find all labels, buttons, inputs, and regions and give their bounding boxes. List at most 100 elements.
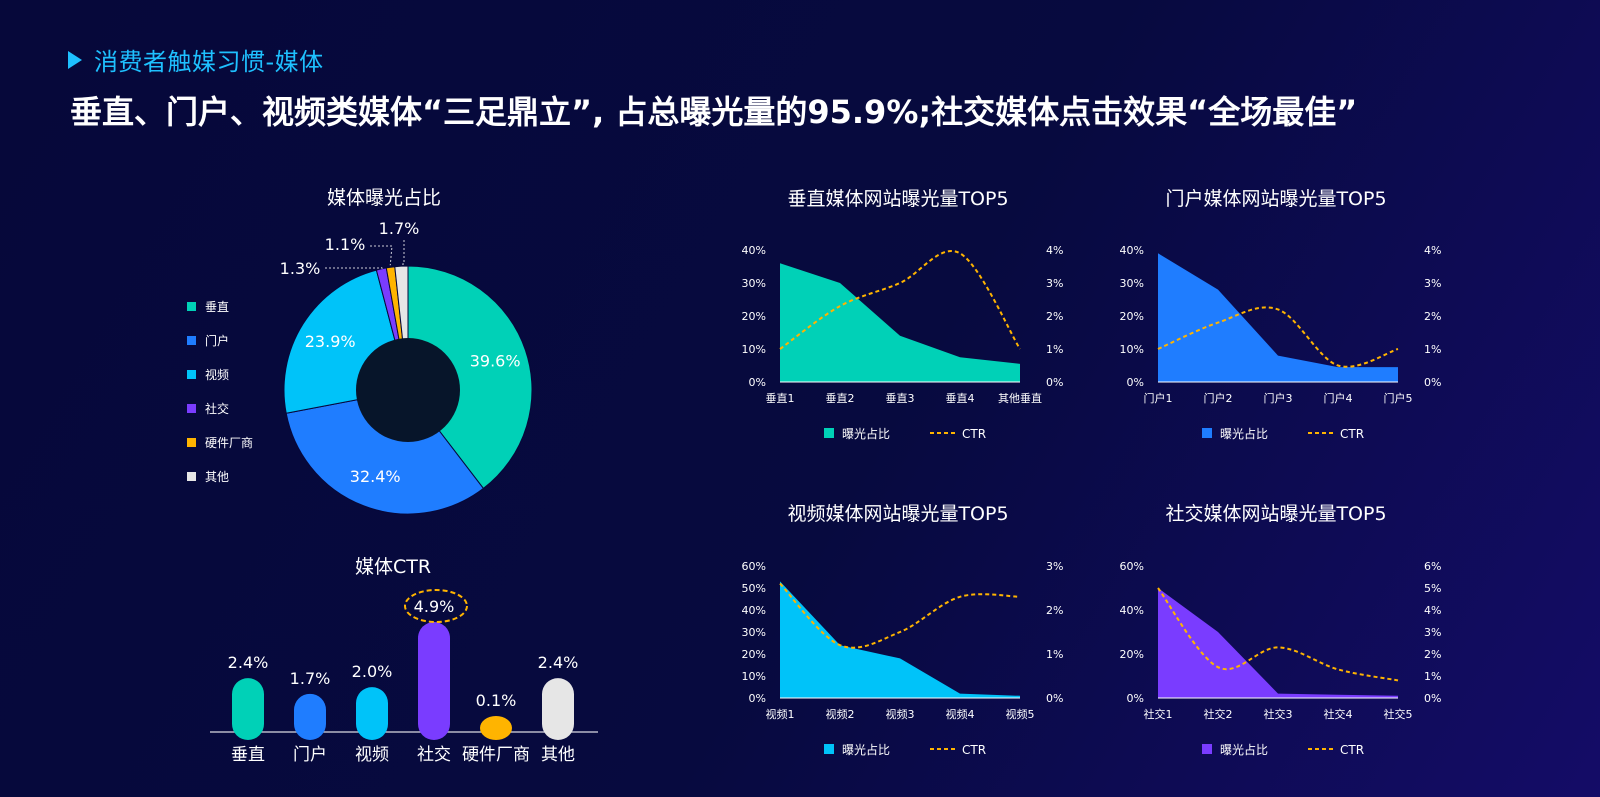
y-right-tick: 3%: [1424, 277, 1441, 290]
y-right-tick: 4%: [1424, 604, 1441, 617]
y-right-tick: 0%: [1424, 376, 1441, 389]
y-left-tick: 30%: [742, 626, 766, 639]
donut-leader-其他: [401, 240, 405, 265]
x-tick-门户3: 门户3: [1264, 391, 1293, 405]
y-left-tick: 10%: [742, 670, 766, 683]
donut-label-社交: 1.3%: [280, 259, 321, 278]
y-right-tick: 4%: [1424, 244, 1441, 257]
x-tick-门户5: 门户5: [1384, 391, 1413, 405]
x-tick-社交4: 社交4: [1324, 707, 1353, 721]
y-left-tick: 20%: [742, 648, 766, 661]
ctr-value-硬件厂商: 0.1%: [476, 691, 517, 710]
y-left-tick: 60%: [1120, 560, 1144, 573]
headline: 垂直、门户、视频类媒体“三足鼎立”, 占总曝光量的95.9%;社交媒体点击效果“…: [70, 93, 1358, 131]
donut-slice-垂直: [407, 265, 533, 490]
x-tick-垂直3: 垂直3: [886, 391, 915, 405]
ctr-bar-硬件厂商: [480, 716, 512, 740]
y-right-tick: 3%: [1046, 560, 1063, 573]
y-right-tick: 1%: [1046, 648, 1063, 661]
y-left-tick: 40%: [742, 244, 766, 257]
y-right-tick: 0%: [1046, 376, 1063, 389]
legend-line-label: CTR: [962, 427, 986, 441]
ctr-value-垂直: 2.4%: [228, 653, 269, 672]
legend-swatch-硬件厂商: [187, 438, 196, 447]
y-left-tick: 0%: [749, 376, 766, 389]
area-series-exposure: [780, 581, 1020, 698]
ctr-bar-垂直: [232, 678, 264, 740]
line-series-ctr: [779, 250, 1021, 350]
donut-slice-门户: [285, 389, 485, 515]
area-series-exposure: [780, 263, 1020, 382]
y-right-tick: 4%: [1046, 244, 1063, 257]
x-tick-垂直2: 垂直2: [826, 391, 855, 405]
ctr-bar-门户: [294, 693, 326, 740]
y-right-tick: 1%: [1424, 670, 1441, 683]
y-right-tick: 0%: [1046, 692, 1063, 705]
donut-label-视频: 23.9%: [305, 332, 356, 351]
legend-swatch-视频: [187, 370, 196, 379]
legend-line-label: CTR: [962, 743, 986, 757]
ctr-value-其他: 2.4%: [538, 653, 579, 672]
area-chart-2: 门户媒体网站曝光量TOP5 0% 10% 20% 30% 40% 0% 1% 2% 3% 4% 门户1…: [1120, 188, 1442, 441]
y-right-tick: 1%: [1424, 343, 1441, 356]
ctr-category-视频: 视频: [355, 745, 389, 765]
play-triangle-icon: [68, 50, 82, 69]
y-left-tick: 10%: [742, 343, 766, 356]
ctr-title: 媒体CTR: [355, 556, 431, 578]
y-right-tick: 3%: [1424, 626, 1441, 639]
ctr-bar-社交: [418, 622, 450, 740]
y-right-tick: 6%: [1424, 560, 1441, 573]
line-series-ctr: [1157, 306, 1399, 368]
x-tick-门户2: 门户2: [1204, 391, 1233, 405]
x-tick-社交2: 社交2: [1204, 707, 1233, 721]
ctr-value-视频: 2.0%: [352, 662, 393, 681]
line-series-ctr: [1157, 587, 1399, 682]
legend-line-label: CTR: [1340, 743, 1364, 757]
ctr-category-社交: 社交: [417, 745, 451, 765]
legend-area-label: 曝光占比: [1220, 426, 1268, 441]
legend-area-label: 曝光占比: [1220, 742, 1268, 757]
y-right-tick: 2%: [1424, 310, 1441, 323]
donut-chart: 媒体曝光占比 39.6% 32.4% 23.9% 1.3%1.1% 1.7% 垂直门户视频社…: [187, 187, 533, 515]
x-tick-视频5: 视频5: [1006, 707, 1035, 721]
legend-label-视频: 视频: [205, 367, 229, 382]
y-left-tick: 60%: [742, 560, 766, 573]
area-charts: 垂直媒体网站曝光量TOP5 0% 10% 20% 30% 40% 0% 1% 2% 3% 4% 垂直1…: [742, 188, 1442, 757]
y-left-tick: 20%: [742, 310, 766, 323]
y-right-tick: 2%: [1046, 604, 1063, 617]
x-tick-视频1: 视频1: [766, 707, 795, 721]
donut-hole: [356, 338, 460, 442]
ctr-category-其他: 其他: [541, 745, 575, 765]
legend-swatch-垂直: [187, 302, 196, 311]
y-right-tick: 2%: [1424, 648, 1441, 661]
donut-label-门户: 32.4%: [350, 467, 401, 486]
y-left-tick: 40%: [1120, 604, 1144, 617]
ctr-value-社交: 4.9%: [414, 597, 455, 616]
y-right-tick: 2%: [1046, 310, 1063, 323]
x-tick-社交1: 社交1: [1144, 707, 1173, 721]
x-tick-其他垂直: 其他垂直: [998, 391, 1042, 405]
legend-swatch-门户: [187, 336, 196, 345]
y-right-tick: 3%: [1046, 277, 1063, 290]
x-tick-门户4: 门户4: [1324, 391, 1353, 405]
donut-leader-社交: [325, 266, 384, 269]
x-tick-视频3: 视频3: [886, 707, 915, 721]
legend-label-其他: 其他: [205, 470, 229, 484]
section-title-text: 消费者触媒习惯-媒体: [94, 48, 324, 76]
ctr-category-垂直: 垂直: [231, 745, 265, 765]
area-chart-title: 门户媒体网站曝光量TOP5: [1165, 188, 1386, 210]
ctr-highlight-ring: [404, 589, 468, 623]
y-left-tick: 0%: [1127, 692, 1144, 705]
legend-line-label: CTR: [1340, 427, 1364, 441]
legend-label-硬件厂商: 硬件厂商: [205, 435, 253, 450]
legend-label-垂直: 垂直: [205, 300, 229, 314]
x-tick-门户1: 门户1: [1144, 391, 1173, 405]
x-tick-垂直4: 垂直4: [946, 391, 975, 405]
y-left-tick: 30%: [742, 277, 766, 290]
donut-label-垂直: 39.6%: [470, 351, 521, 370]
y-left-tick: 40%: [742, 604, 766, 617]
y-left-tick: 30%: [1120, 277, 1144, 290]
donut-leader-硬件厂商: [370, 245, 393, 266]
legend-area-swatch: [1202, 744, 1212, 754]
